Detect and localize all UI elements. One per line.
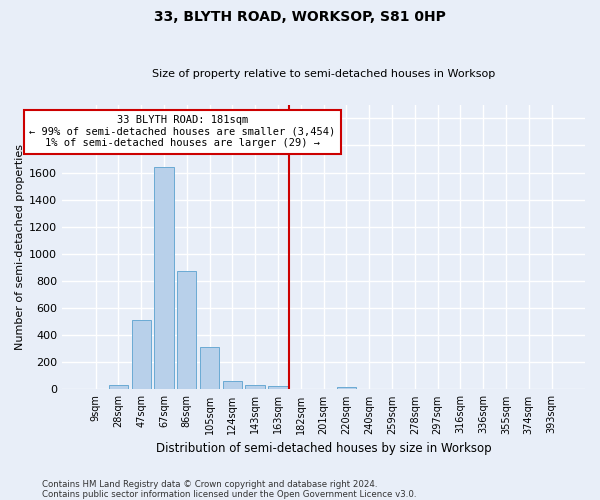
Text: Contains HM Land Registry data © Crown copyright and database right 2024.: Contains HM Land Registry data © Crown c… <box>42 480 377 489</box>
Title: Size of property relative to semi-detached houses in Worksop: Size of property relative to semi-detach… <box>152 69 495 79</box>
Bar <box>177 271 196 390</box>
Bar <box>223 380 242 390</box>
Bar <box>109 384 128 390</box>
Bar <box>154 167 173 390</box>
X-axis label: Distribution of semi-detached houses by size in Worksop: Distribution of semi-detached houses by … <box>156 442 491 455</box>
Text: Contains public sector information licensed under the Open Government Licence v3: Contains public sector information licen… <box>42 490 416 499</box>
Bar <box>200 348 219 390</box>
Bar <box>131 320 151 390</box>
Bar <box>268 386 287 390</box>
Bar <box>245 384 265 390</box>
Text: 33 BLYTH ROAD: 181sqm
← 99% of semi-detached houses are smaller (3,454)
1% of se: 33 BLYTH ROAD: 181sqm ← 99% of semi-deta… <box>29 116 335 148</box>
Y-axis label: Number of semi-detached properties: Number of semi-detached properties <box>15 144 25 350</box>
Bar <box>337 388 356 390</box>
Text: 33, BLYTH ROAD, WORKSOP, S81 0HP: 33, BLYTH ROAD, WORKSOP, S81 0HP <box>154 10 446 24</box>
